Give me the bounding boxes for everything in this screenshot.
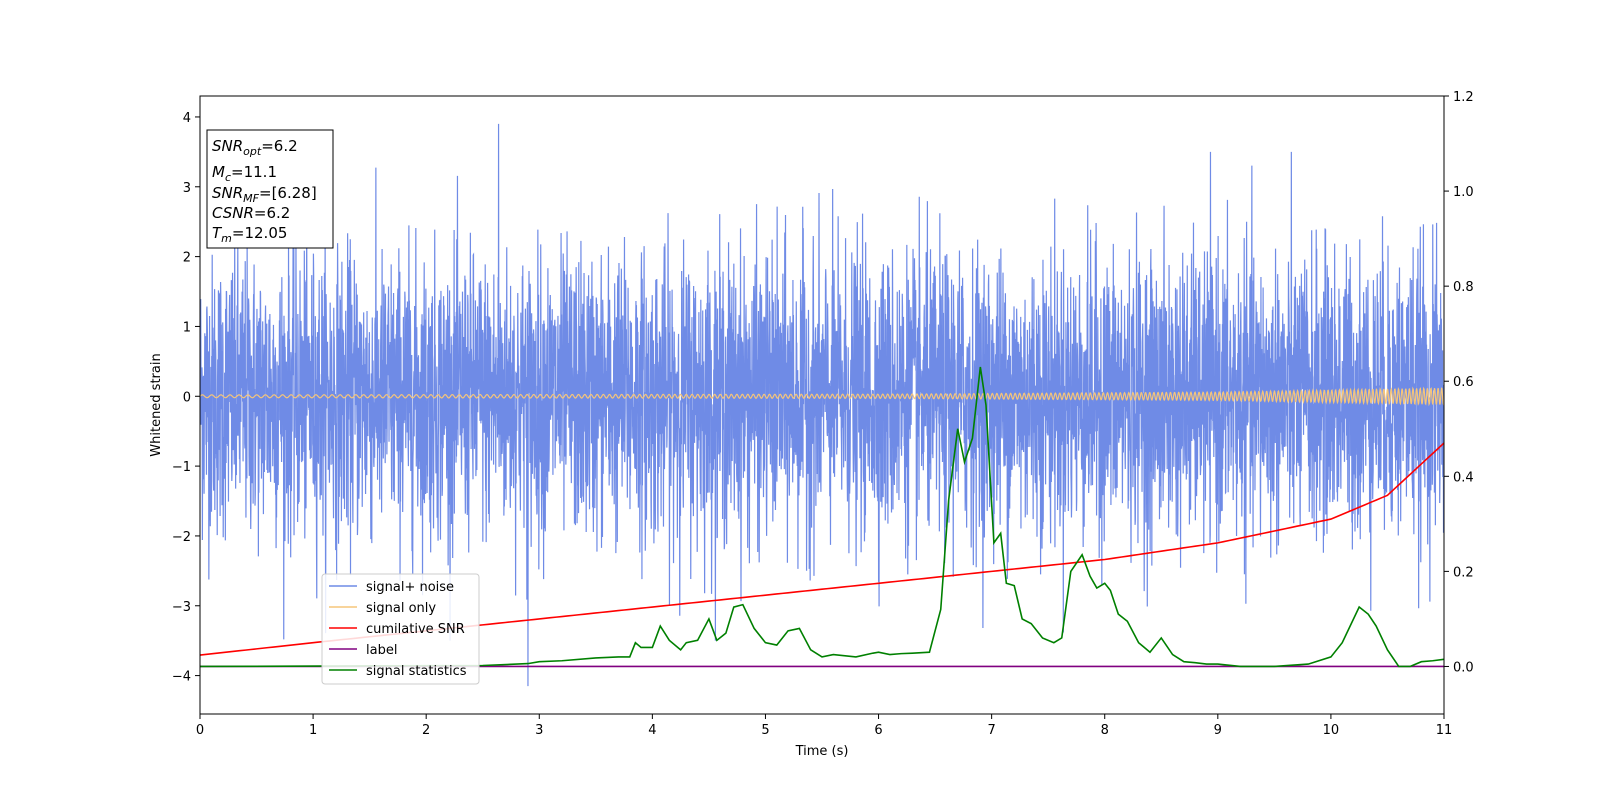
annotation-subscript: MF [243,192,259,205]
x-tick-label: 7 [987,723,995,738]
annotation-line: CSNR=6.2 [212,204,290,222]
annotation-value: =11.1 [231,163,277,181]
y-tick-label: 3 [183,181,191,196]
annotation-value: =12.05 [232,224,288,242]
y-axis-left: 4 3 2 1 0 −1 −2 −3 −4 [172,111,200,685]
annotation-line: SNRMF=[6.28] [212,184,317,205]
x-tick-label: 10 [1323,723,1340,738]
x-tick-label: 1 [309,723,317,738]
annotation-line: SNRopt=6.2 [212,137,298,158]
legend-label: signal+ noise [366,580,454,595]
y-axis-right: 1.2 1.0 0.8 0.6 0.4 0.2 0.0 [1444,90,1474,675]
annotation-subscript: c [225,171,231,184]
legend-label: label [366,643,397,658]
x-tick-label: 6 [874,723,882,738]
x-tick-label: 5 [761,723,769,738]
x-tick-label: 0 [196,723,204,738]
y-tick-label: −3 [172,600,191,615]
plot-frame [199,95,1445,715]
legend-label: signal statistics [366,664,467,679]
annotation-base: M [212,163,225,181]
series-signal-only-line [200,386,1444,407]
annotation-subscript: opt [243,145,262,158]
annotation-base: T [212,224,223,242]
annotation-subscript: m [221,232,232,245]
x-tick-label: 11 [1436,723,1453,738]
annotation-value: =[6.28] [259,184,317,202]
y-axis-label: Whitened strain [149,353,164,456]
legend-label: signal only [366,601,436,616]
annotation-line: Tm=12.05 [212,224,287,245]
y-tick-label: −4 [172,670,191,685]
legend-frame [321,573,480,685]
y-tick-label: −1 [172,460,191,475]
y2-tick-label: 0.0 [1453,660,1474,675]
y-tick-label: −2 [172,530,191,545]
y-tick-label: 1 [183,320,191,335]
y2-tick-label: 0.8 [1453,280,1474,295]
y2-tick-label: 0.2 [1453,565,1474,580]
annotation-base: CSNR [212,204,254,222]
x-tick-label: 2 [422,723,430,738]
x-axis: 0 1 2 3 4 5 6 7 8 9 10 11 [196,714,1452,738]
annotation-value: =6.2 [261,137,297,155]
y2-tick-label: 1.0 [1453,185,1474,200]
x-axis-label: Time (s) [795,744,849,759]
y-tick-label: 2 [183,251,191,266]
annotation-base: SNR [212,137,243,155]
x-tick-label: 3 [535,723,543,738]
annotation-box: SNRopt=6.2Mc=11.1SNRMF=[6.28]CSNR=6.2Tm=… [206,129,334,249]
y2-tick-label: 0.6 [1453,375,1474,390]
annotation-line: Mc=11.1 [212,163,277,184]
y2-tick-label: 1.2 [1453,90,1474,105]
y-tick-label: 0 [183,390,191,405]
y-tick-label: 4 [183,111,191,126]
series-signal-noise-line [200,123,1444,687]
legend-label: cumilative SNR [366,622,465,637]
x-tick-label: 4 [648,723,656,738]
legend: signal+ noise signal only cumilative SNR la… [321,573,480,685]
x-tick-label: 9 [1214,723,1222,738]
annotation-value: =6.2 [254,204,290,222]
x-tick-label: 8 [1101,723,1109,738]
series-signal-statistics-line [200,366,1444,668]
annotation-frame [206,129,334,249]
annotation-base: SNR [212,184,243,202]
y2-tick-label: 0.4 [1453,470,1474,485]
